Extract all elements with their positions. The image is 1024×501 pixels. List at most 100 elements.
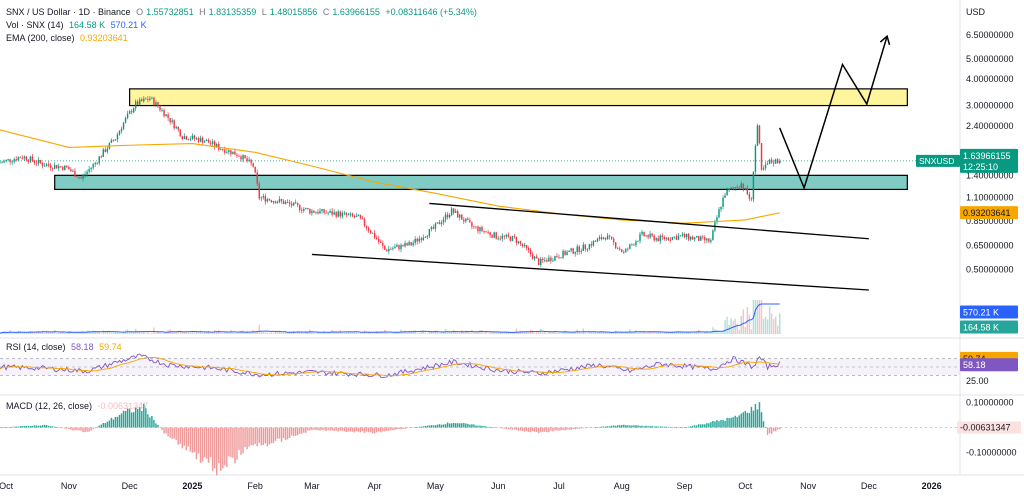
macd-bar <box>732 417 733 427</box>
candle-body <box>40 160 41 163</box>
candle-body <box>378 239 379 242</box>
macd-bar <box>633 425 634 427</box>
macd-bar <box>182 428 183 449</box>
macd-bar <box>550 428 551 431</box>
macd-bar <box>287 428 288 440</box>
macd-bar <box>84 428 85 433</box>
macd-bar <box>455 423 456 427</box>
volume-bar <box>388 333 389 334</box>
candle-body <box>660 236 661 241</box>
macd-bar <box>17 427 18 428</box>
macd-bar <box>163 428 164 434</box>
macd-bar <box>169 428 170 438</box>
volume-bar <box>236 333 237 334</box>
macd-bar <box>556 428 557 431</box>
macd-bar <box>226 428 227 467</box>
candle-body <box>708 239 709 242</box>
macd-bar <box>364 428 365 433</box>
candle-body <box>364 219 365 225</box>
macd-bar <box>378 428 379 432</box>
volume-bar <box>775 317 776 334</box>
volume-bar <box>283 333 284 334</box>
macd-bar <box>350 428 351 432</box>
candle-body <box>562 251 563 258</box>
macd-bar <box>497 428 498 429</box>
macd-bar <box>26 426 27 428</box>
volume-bar <box>726 317 727 334</box>
macd-bar <box>765 428 766 429</box>
macd-bar <box>269 428 270 445</box>
candle-body <box>546 260 547 262</box>
macd-bar <box>177 428 178 445</box>
volume-bar <box>743 310 744 334</box>
volume-bar <box>475 332 476 334</box>
volume-bar <box>163 333 164 334</box>
time-tick-label: Dec <box>122 481 139 491</box>
volume-bar <box>692 333 693 334</box>
candle-body <box>556 256 557 257</box>
volume-bar <box>718 332 719 334</box>
macd-bar <box>293 428 294 437</box>
candle-body <box>155 102 156 105</box>
macd-bar <box>607 426 608 427</box>
volume-bar <box>58 333 59 334</box>
candle-body <box>530 250 531 254</box>
candle-body <box>58 166 59 168</box>
macd-bar <box>400 428 401 430</box>
volume-bar <box>619 333 620 334</box>
volume-bar <box>763 319 764 334</box>
macd-bar <box>256 428 257 447</box>
candle-body <box>127 114 128 118</box>
candle-body <box>593 241 594 246</box>
candle-body <box>467 219 468 221</box>
candle-body <box>485 231 486 232</box>
macd-bar <box>372 428 373 434</box>
macd-tick-label: -0.10000000 <box>966 448 1017 458</box>
macd-bar <box>769 428 770 434</box>
candle-body <box>672 237 673 240</box>
volume-bar <box>212 333 213 334</box>
candle-body <box>117 134 118 139</box>
volume-bar <box>773 319 774 334</box>
macd-bar <box>734 416 735 428</box>
macd-bar <box>427 426 428 428</box>
candle-body <box>406 243 407 245</box>
candle-body <box>352 213 353 215</box>
macd-bar <box>690 426 691 427</box>
candle-body <box>645 235 646 236</box>
volume-bar <box>352 333 353 334</box>
candle-body <box>329 211 330 213</box>
macd-bar <box>66 428 67 429</box>
volume-bar <box>779 313 780 334</box>
macd-bar <box>437 425 438 428</box>
macd-bar <box>238 428 239 450</box>
candle-body <box>362 218 363 219</box>
macd-bar <box>305 428 306 433</box>
macd-bar <box>151 416 152 428</box>
candle-body <box>366 226 367 228</box>
macd-bar <box>479 426 480 428</box>
candle-body <box>5 160 6 161</box>
volume-bar <box>84 333 85 334</box>
macd-bar <box>340 428 341 431</box>
macd-bar <box>599 427 600 428</box>
candle-body <box>96 163 97 164</box>
candle-body <box>78 177 79 178</box>
macd-bar <box>38 426 39 428</box>
candle-body <box>611 237 612 239</box>
macd-bar <box>603 426 604 427</box>
macd-bar <box>692 426 693 428</box>
macd-bar <box>439 424 440 427</box>
candle-body <box>208 140 209 143</box>
volume-bar <box>129 333 130 334</box>
volume-bar <box>279 332 280 334</box>
candle-body <box>331 211 332 215</box>
macd-bar <box>165 428 166 434</box>
macd-bar <box>228 428 229 457</box>
candle-body <box>747 188 748 194</box>
volume-bar <box>141 332 142 334</box>
macd-bar <box>621 425 622 427</box>
